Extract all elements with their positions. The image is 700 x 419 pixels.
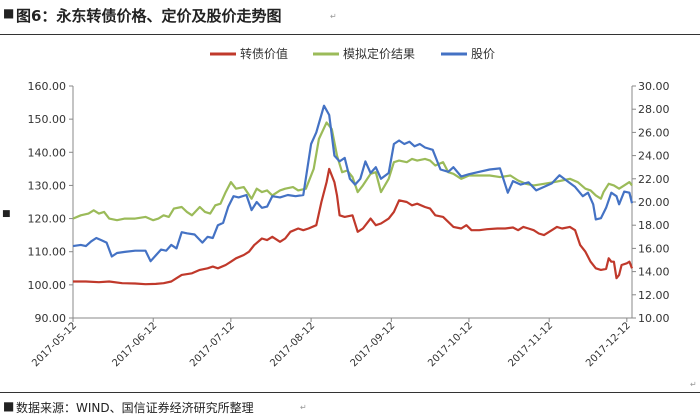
series-line [73,167,634,286]
right-tick-label: 22.00 [638,173,670,186]
x-tick-label: 2017-09-12 [349,320,398,369]
legend-label: 模拟定价结果 [343,46,415,61]
right-tick-label: 16.00 [638,242,670,255]
figure-footer: ■ 数据来源：WIND、国信证券经济研究所整理 ↵ [0,392,700,419]
left-tick-label: 160.00 [28,80,67,93]
right-tick-label: 12.00 [638,289,670,302]
chart-axes: 90.00 100.00 110.00 120.00 130.00 140.00 150.0… [28,80,670,369]
left-tick-label: 130.00 [28,179,67,192]
right-tick-label: 18.00 [638,219,670,232]
legend-label: 股价 [471,47,495,61]
right-tick-label: 30.00 [638,80,670,93]
figure-source: 数据来源：WIND、国信证券经济研究所整理 [16,401,254,415]
right-tick-label: 10.00 [638,312,670,325]
left-tick-label: 150.00 [28,113,67,126]
series-line [72,104,634,263]
paragraph-mark-icon: ↵ [690,380,697,389]
left-tick-label: 140.00 [28,146,67,159]
x-tick-label: 2017-11-12 [506,320,555,369]
x-tick-label: 2017-08-12 [268,320,317,369]
right-tick-label: 14.00 [638,266,670,279]
legend-label: 转债价值 [240,46,288,61]
right-tick-label: 26.00 [638,126,670,139]
square-bullet-icon: ■ [3,399,15,413]
left-tick-label: 100.00 [28,279,67,292]
left-tick-label: 120.00 [28,213,67,226]
x-tick-label: 2017-10-12 [426,320,475,369]
series-line [72,121,633,222]
chart-series [72,104,634,286]
right-tick-label: 20.00 [638,196,670,209]
square-bullet-icon: ■ [2,209,11,219]
figure-header: ■ 图6：永东转债价格、定价及股价走势图 ↵ [0,0,700,35]
x-tick-label: 2017-05-12 [30,320,79,369]
right-tick-label: 24.00 [638,150,670,163]
chart-legend: 转债价值 模拟定价结果 股价 [210,46,495,61]
x-tick-label: 2017-06-12 [110,320,159,369]
figure-title: 图6：永东转债价格、定价及股价走势图 [16,7,282,25]
paragraph-mark-icon: ↵ [330,12,337,21]
paragraph-mark-icon: ↵ [300,403,307,412]
x-tick-label: 2017-07-12 [188,320,237,369]
left-tick-label: 90.00 [35,312,67,325]
right-tick-label: 28.00 [638,103,670,116]
chart-area: 90.00 100.00 110.00 120.00 130.00 140.00 150.0… [28,46,670,369]
x-tick-label: 2017-12-12 [584,320,633,369]
square-bullet-icon: ■ [3,6,15,20]
left-tick-label: 110.00 [28,246,67,259]
